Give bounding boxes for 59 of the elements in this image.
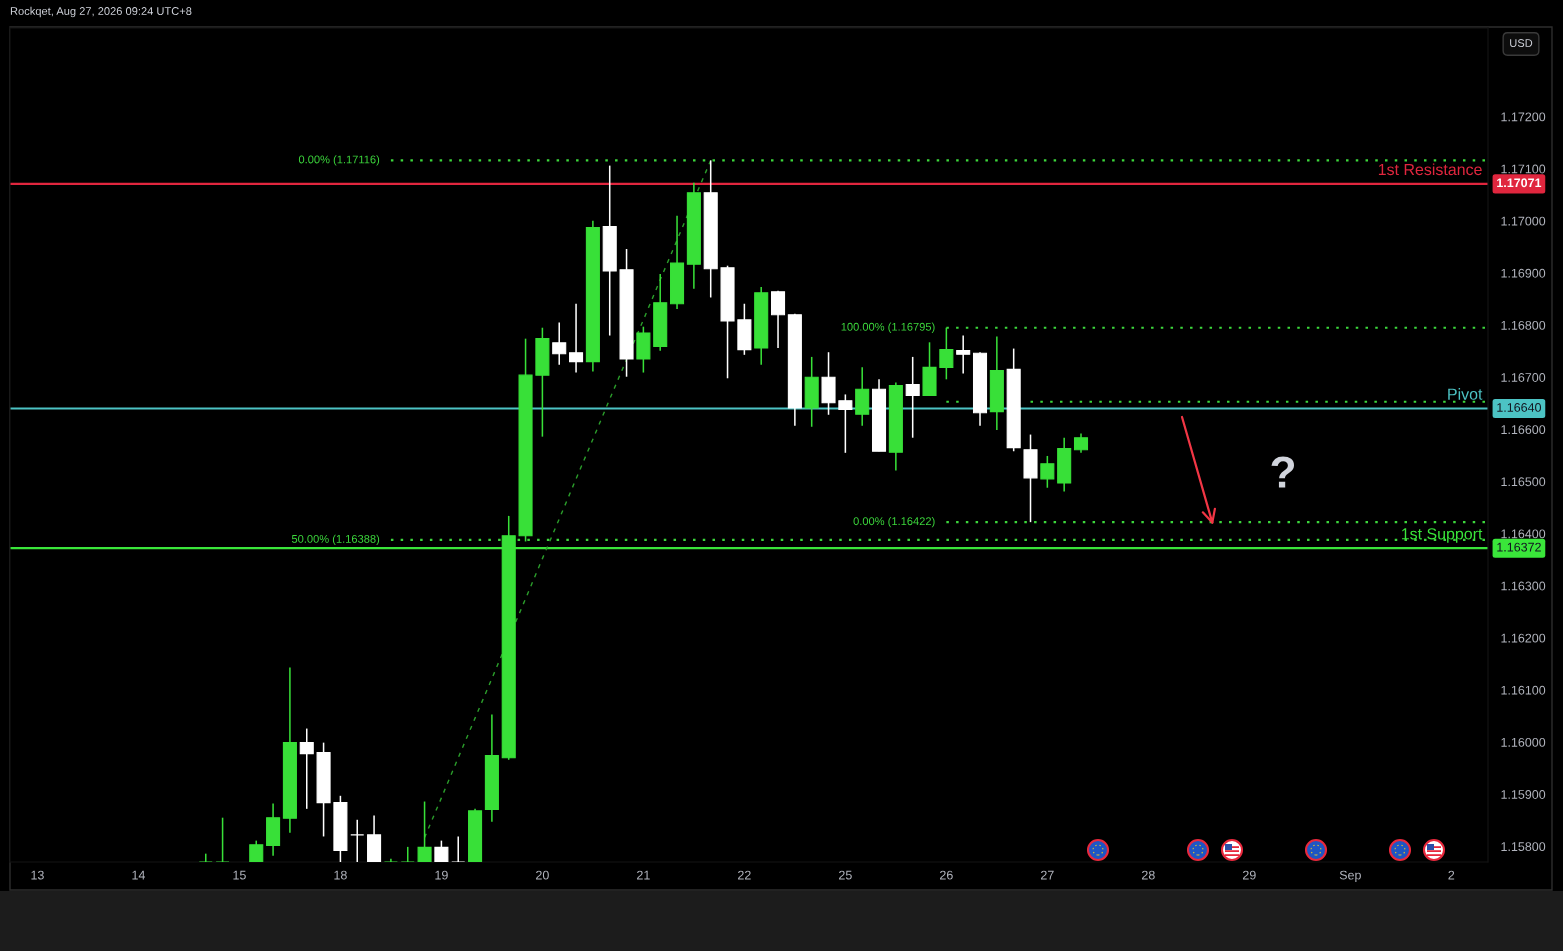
candlestick [905,356,920,439]
x-tick-label: 15 [233,870,246,880]
x-tick-label: 21 [637,870,650,880]
x-tick-label: 29 [1243,870,1256,880]
candlestick [569,302,584,374]
x-tick-label: 28 [1142,870,1155,880]
candlestick [838,393,853,454]
candlestick [770,289,786,349]
y-tick-label: 1.17200 [1501,112,1546,122]
text: 1.16372 [1497,542,1541,552]
y-tick-label: 1.17000 [1501,216,1546,226]
x-tick-label: 26 [940,870,953,880]
candlestick [417,800,432,862]
annotation: ? [1271,456,1295,488]
candlestick [383,858,398,862]
x-tick-label: Sep [1339,870,1361,882]
x-tick-label: 19 [435,870,448,880]
candlestick [299,727,314,810]
x-tick-label: 14 [132,870,146,880]
x-tick-label: 18 [334,870,347,880]
y-tick-label: 1.16400 [1501,529,1546,539]
chart-title: Rockqet, Aug 27, 2026 09:24 UTC+8 [10,6,192,18]
y-tick-label: 1.16000 [1501,737,1546,747]
text: USD [1510,39,1533,47]
candlestick [956,334,971,375]
ref-line-label: 1st Resistance [1378,163,1482,176]
x-tick-label: 25 [839,870,852,880]
ref-line-label: Pivot [1448,388,1483,400]
x-tick-label: 27 [1041,870,1054,880]
x-tick-label: 20 [536,870,549,880]
y-tick-label: 1.16500 [1501,477,1546,487]
candlestick [1073,432,1089,454]
candlestick [198,852,213,862]
series-label: 0.00% (1.16422) [853,516,935,528]
y-tick-label: 1.16300 [1501,581,1546,591]
candlestick [1040,455,1055,489]
x-tick-label: 2 [1448,870,1455,880]
x-tick-label: 22 [738,870,751,880]
series-label: 50.00% (1.16388) [291,534,380,546]
y-tick-label: 1.15800 [1501,842,1546,852]
series-label: 100.00% (1.16795) [841,322,935,333]
series-label: 0.00% (1.17116) [298,155,380,166]
candlestick [552,321,567,366]
line-series [423,159,712,839]
y-tick-label: 1.16200 [1501,633,1546,643]
y-tick-label: 1.16700 [1501,373,1546,382]
text: 1.16640 [1497,403,1542,412]
ref-line-label: 1st Support [1401,528,1483,543]
y-tick-label: 1.16100 [1501,685,1546,695]
x-tick-label: 13 [31,870,44,880]
y-tick-label: 1.16600 [1501,425,1546,435]
candlestick [451,835,466,862]
y-tick-label: 1.17100 [1501,164,1546,174]
y-tick-label: 1.16900 [1501,268,1546,278]
y-tick-label: 1.16800 [1501,320,1546,330]
text: 1.17071 [1497,178,1542,188]
candlestick [350,819,365,862]
y-tick-label: 1.15900 [1501,790,1546,799]
candlestick [215,816,230,862]
